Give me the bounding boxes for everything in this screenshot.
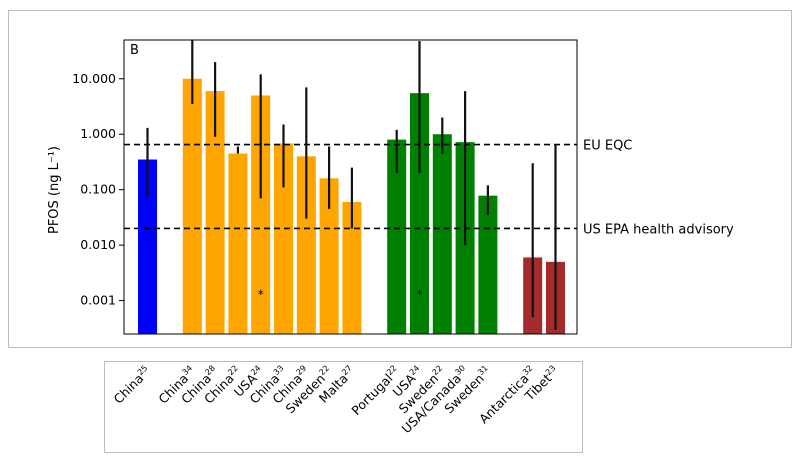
bar bbox=[274, 143, 293, 334]
bar bbox=[410, 93, 429, 334]
reference-line-label: EU EQC bbox=[583, 139, 632, 154]
reference-line-label: US EPA health advisory bbox=[583, 222, 734, 237]
bar bbox=[342, 201, 362, 334]
bar bbox=[228, 153, 248, 334]
bar bbox=[205, 91, 225, 334]
y-tick-label: 10.000 bbox=[72, 71, 116, 86]
bar bbox=[138, 159, 157, 334]
panel-label: B bbox=[130, 43, 139, 58]
labels-frame bbox=[104, 361, 583, 453]
bar bbox=[387, 139, 407, 334]
bar bbox=[319, 178, 339, 334]
bar bbox=[182, 78, 202, 334]
y-tick-label: 0.100 bbox=[80, 182, 116, 197]
y-tick-label: 0.001 bbox=[80, 293, 116, 308]
category-label: China25 bbox=[111, 364, 154, 407]
plot-area: * * bbox=[119, 39, 578, 335]
bar bbox=[478, 195, 498, 334]
y-tick-label: 0.010 bbox=[80, 237, 116, 252]
figure-frame bbox=[8, 10, 792, 348]
asterisk-annotation: * bbox=[258, 287, 264, 301]
bar bbox=[296, 156, 316, 334]
bar bbox=[251, 95, 271, 334]
bar bbox=[432, 134, 452, 334]
y-tick-label: 1.000 bbox=[80, 126, 116, 141]
y-axis-label: PFOS (ng L⁻¹) bbox=[47, 146, 62, 234]
asterisk-annotation: * bbox=[417, 287, 423, 301]
axes-frame bbox=[123, 39, 578, 335]
